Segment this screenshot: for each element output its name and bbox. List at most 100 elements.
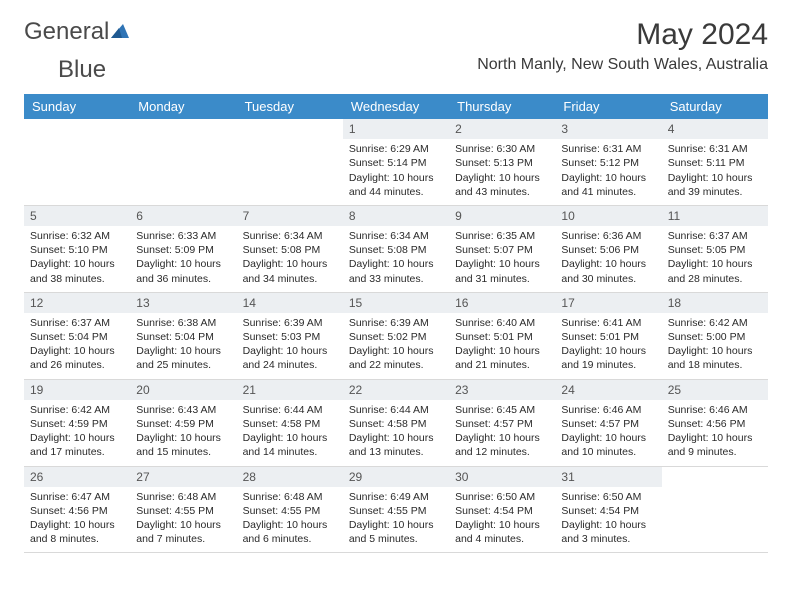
day-number: 17	[555, 293, 661, 313]
day-number: 8	[343, 206, 449, 226]
dayhead-mon: Monday	[130, 94, 236, 119]
sunset-text: Sunset: 5:06 PM	[561, 243, 655, 257]
day-number: 14	[237, 293, 343, 313]
day-cell	[24, 119, 130, 205]
dayhead-thu: Thursday	[449, 94, 555, 119]
sunrise-text: Sunrise: 6:50 AM	[561, 490, 655, 504]
day-number: 26	[24, 467, 130, 487]
day-cell: 5Sunrise: 6:32 AMSunset: 5:10 PMDaylight…	[24, 206, 130, 292]
day-cell: 24Sunrise: 6:46 AMSunset: 4:57 PMDayligh…	[555, 380, 661, 466]
day-cell: 3Sunrise: 6:31 AMSunset: 5:12 PMDaylight…	[555, 119, 661, 205]
day-cell: 31 Sunrise: 6:50 AMSunset: 4:54 PMDayligh…	[555, 467, 661, 553]
week-row: 12Sunrise: 6:37 AMSunset: 5:04 PMDayligh…	[24, 293, 768, 380]
day-cell: 11Sunrise: 6:37 AMSunset: 5:05 PMDayligh…	[662, 206, 768, 292]
sunrise-text: Sunrise: 6:47 AM	[30, 490, 124, 504]
day-cell: 7Sunrise: 6:34 AMSunset: 5:08 PMDaylight…	[237, 206, 343, 292]
day-number: 7	[237, 206, 343, 226]
day-cell: 30Sunrise: 6:50 AMSunset: 4:54 PMDayligh…	[449, 467, 555, 553]
sunrise-text: Sunrise: 6:31 AM	[561, 142, 655, 156]
sunset-text: Sunset: 4:54 PM	[561, 504, 655, 518]
dayhead-fri: Friday	[555, 94, 661, 119]
day-number: 4	[662, 119, 768, 139]
sunset-text: Sunset: 5:12 PM	[561, 156, 655, 170]
day-cell: 15Sunrise: 6:39 AMSunset: 5:02 PMDayligh…	[343, 293, 449, 379]
sunset-text: Sunset: 5:04 PM	[136, 330, 230, 344]
day-cell	[130, 119, 236, 205]
sunrise-text: Sunrise: 6:43 AM	[136, 403, 230, 417]
sunset-text: Sunset: 5:08 PM	[243, 243, 337, 257]
day-number: 5	[24, 206, 130, 226]
day-number: 28	[237, 467, 343, 487]
day-number: 21	[237, 380, 343, 400]
daylight-text: Daylight: 10 hours and 10 minutes.	[561, 431, 655, 459]
sunrise-text: Sunrise: 6:37 AM	[30, 316, 124, 330]
sunrise-text: Sunrise: 6:46 AM	[668, 403, 762, 417]
day-cell: 18Sunrise: 6:42 AMSunset: 5:00 PMDayligh…	[662, 293, 768, 379]
day-number: 27	[130, 467, 236, 487]
sunset-text: Sunset: 5:09 PM	[136, 243, 230, 257]
daylight-text: Daylight: 10 hours and 15 minutes.	[136, 431, 230, 459]
logo-word2: Blue	[58, 56, 106, 83]
sunrise-text: Sunrise: 6:34 AM	[349, 229, 443, 243]
sunrise-text: Sunrise: 6:45 AM	[455, 403, 549, 417]
day-cell: 13Sunrise: 6:38 AMSunset: 5:04 PMDayligh…	[130, 293, 236, 379]
sunset-text: Sunset: 5:13 PM	[455, 156, 549, 170]
day-number: 15	[343, 293, 449, 313]
sunset-text: Sunset: 5:04 PM	[30, 330, 124, 344]
day-cell: 12Sunrise: 6:37 AMSunset: 5:04 PMDayligh…	[24, 293, 130, 379]
daylight-text: Daylight: 10 hours and 25 minutes.	[136, 344, 230, 372]
sunrise-text: Sunrise: 6:38 AM	[136, 316, 230, 330]
day-cell: 6Sunrise: 6:33 AMSunset: 5:09 PMDaylight…	[130, 206, 236, 292]
sunset-text: Sunset: 4:59 PM	[30, 417, 124, 431]
day-number: 30	[449, 467, 555, 487]
sunset-text: Sunset: 5:08 PM	[349, 243, 443, 257]
sunrise-text: Sunrise: 6:49 AM	[349, 490, 443, 504]
logo: General	[24, 18, 133, 46]
location: North Manly, New South Wales, Australia	[477, 56, 768, 74]
sunrise-text: Sunrise: 6:42 AM	[30, 403, 124, 417]
day-cell: 28Sunrise: 6:48 AMSunset: 4:55 PMDayligh…	[237, 467, 343, 553]
day-number: 24	[555, 380, 661, 400]
header-right: May 2024 North Manly, New South Wales, A…	[477, 18, 768, 74]
logo-sail-icon	[111, 24, 131, 40]
dayhead-wed: Wednesday	[343, 94, 449, 119]
sunset-text: Sunset: 4:57 PM	[455, 417, 549, 431]
daylight-text: Daylight: 10 hours and 17 minutes.	[30, 431, 124, 459]
daylight-text: Daylight: 10 hours and 31 minutes.	[455, 257, 549, 285]
daylight-text: Daylight: 10 hours and 4 minutes.	[455, 518, 549, 546]
daylight-text: Daylight: 10 hours and 44 minutes.	[349, 171, 443, 199]
dayhead-sat: Saturday	[662, 94, 768, 119]
weeks-container: 1Sunrise: 6:29 AMSunset: 5:14 PMDaylight…	[24, 119, 768, 553]
sunrise-text: Sunrise: 6:32 AM	[30, 229, 124, 243]
daylight-text: Daylight: 10 hours and 7 minutes.	[136, 518, 230, 546]
day-number: 25	[662, 380, 768, 400]
calendar-page: General May 2024 North Manly, New South …	[0, 0, 792, 565]
calendar-grid: Sunday Monday Tuesday Wednesday Thursday…	[24, 94, 768, 553]
day-cell: 20Sunrise: 6:43 AMSunset: 4:59 PMDayligh…	[130, 380, 236, 466]
day-number: 3	[555, 119, 661, 139]
day-cell: 14Sunrise: 6:39 AMSunset: 5:03 PMDayligh…	[237, 293, 343, 379]
daylight-text: Daylight: 10 hours and 21 minutes.	[455, 344, 549, 372]
sunrise-text: Sunrise: 6:31 AM	[668, 142, 762, 156]
daylight-text: Daylight: 10 hours and 24 minutes.	[243, 344, 337, 372]
week-row: 19Sunrise: 6:42 AMSunset: 4:59 PMDayligh…	[24, 380, 768, 467]
sunset-text: Sunset: 5:14 PM	[349, 156, 443, 170]
sunrise-text: Sunrise: 6:39 AM	[349, 316, 443, 330]
day-number: 31	[555, 467, 661, 487]
day-cell: 17Sunrise: 6:41 AMSunset: 5:01 PMDayligh…	[555, 293, 661, 379]
day-number: 11	[662, 206, 768, 226]
day-number: 2	[449, 119, 555, 139]
sunset-text: Sunset: 4:59 PM	[136, 417, 230, 431]
day-number: 1	[343, 119, 449, 139]
sunrise-text: Sunrise: 6:46 AM	[561, 403, 655, 417]
daylight-text: Daylight: 10 hours and 3 minutes.	[561, 518, 655, 546]
week-row: 1Sunrise: 6:29 AMSunset: 5:14 PMDaylight…	[24, 119, 768, 206]
sunrise-text: Sunrise: 6:30 AM	[455, 142, 549, 156]
sunrise-text: Sunrise: 6:35 AM	[455, 229, 549, 243]
day-cell: 21Sunrise: 6:44 AMSunset: 4:58 PMDayligh…	[237, 380, 343, 466]
daylight-text: Daylight: 10 hours and 43 minutes.	[455, 171, 549, 199]
sunset-text: Sunset: 5:03 PM	[243, 330, 337, 344]
dayhead-tue: Tuesday	[237, 94, 343, 119]
day-number: 29	[343, 467, 449, 487]
day-cell: 29Sunrise: 6:49 AMSunset: 4:55 PMDayligh…	[343, 467, 449, 553]
